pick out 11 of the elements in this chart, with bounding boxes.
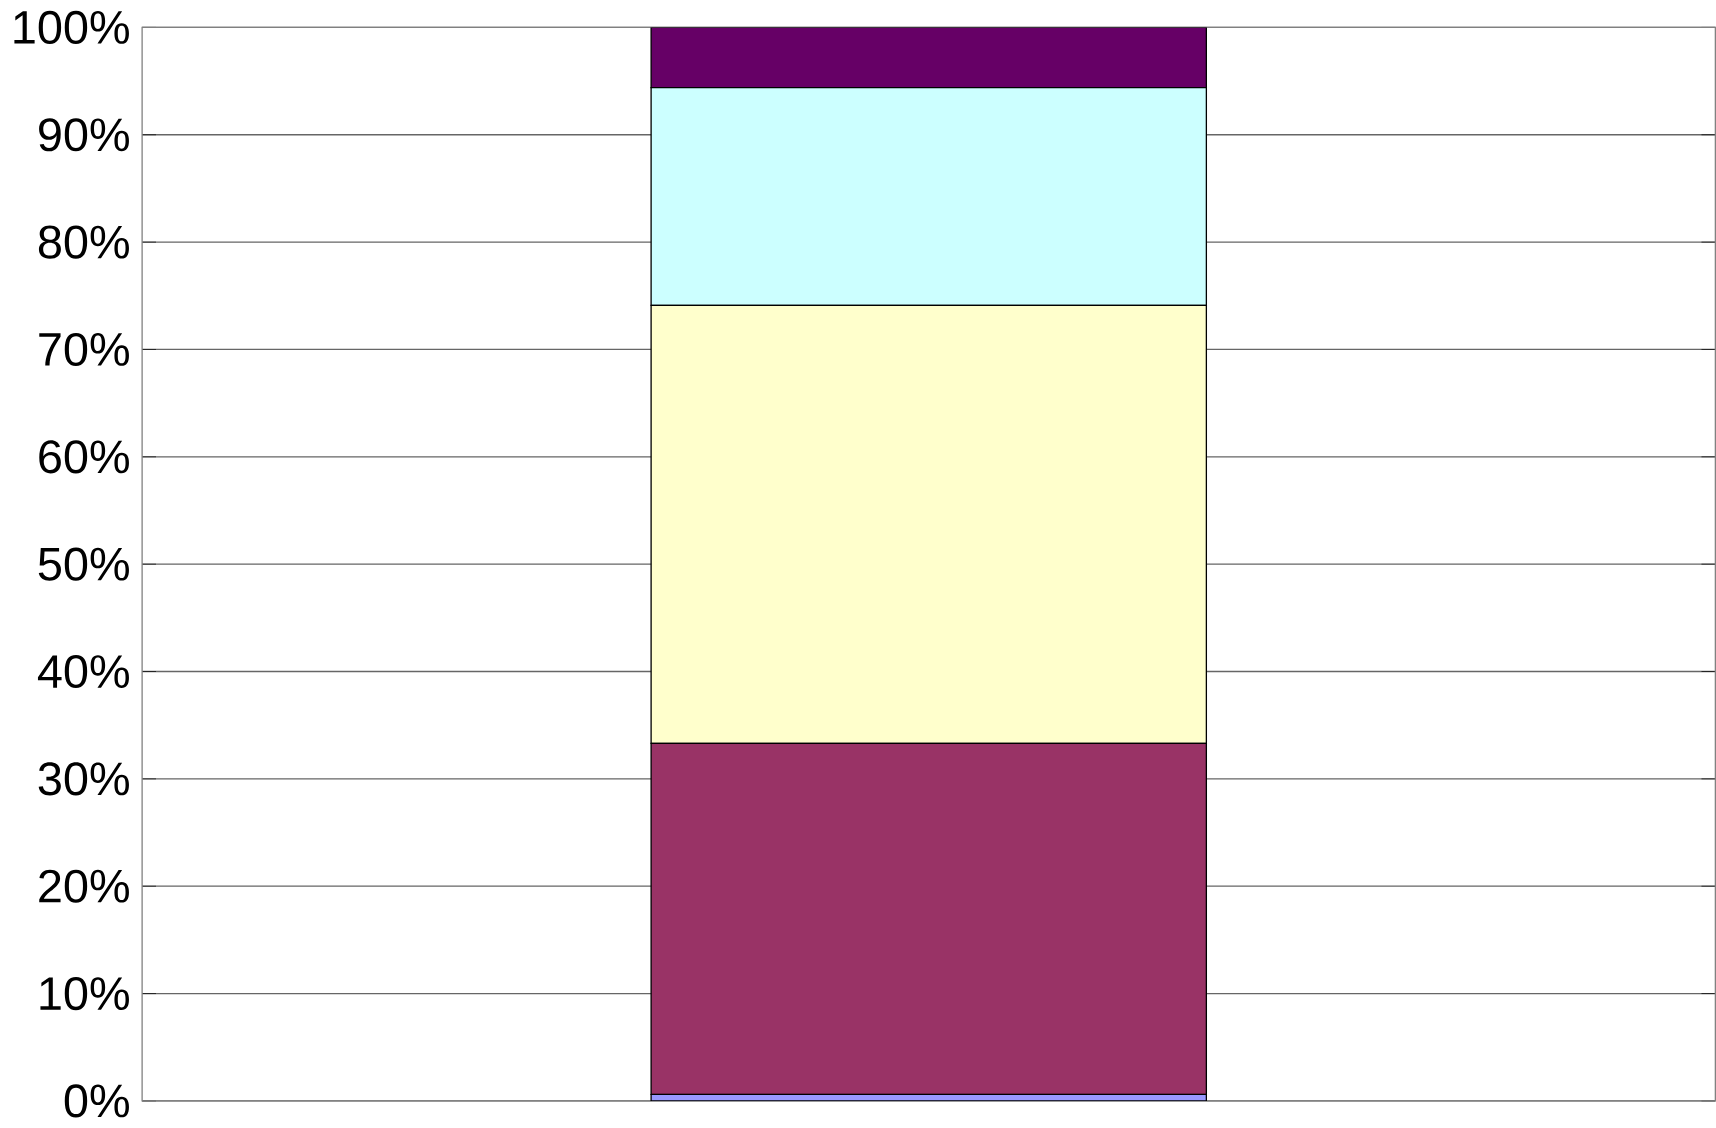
y-tick-label: 20%: [39, 869, 129, 903]
y-tick-label: 70%: [39, 332, 129, 366]
y-tick-label: 30%: [38, 762, 129, 796]
y-tick-label: 100%: [14, 10, 129, 44]
y-tick-label: 40%: [37, 654, 129, 688]
y-tick-label: 10%: [40, 976, 129, 1010]
y-tick-label: 90%: [39, 118, 129, 152]
y-tick-label: 0%: [64, 1084, 129, 1118]
y-tick-label: 80%: [38, 225, 129, 259]
y-tick-label: 50%: [38, 547, 129, 581]
y-tick-label: 60%: [39, 440, 129, 474]
